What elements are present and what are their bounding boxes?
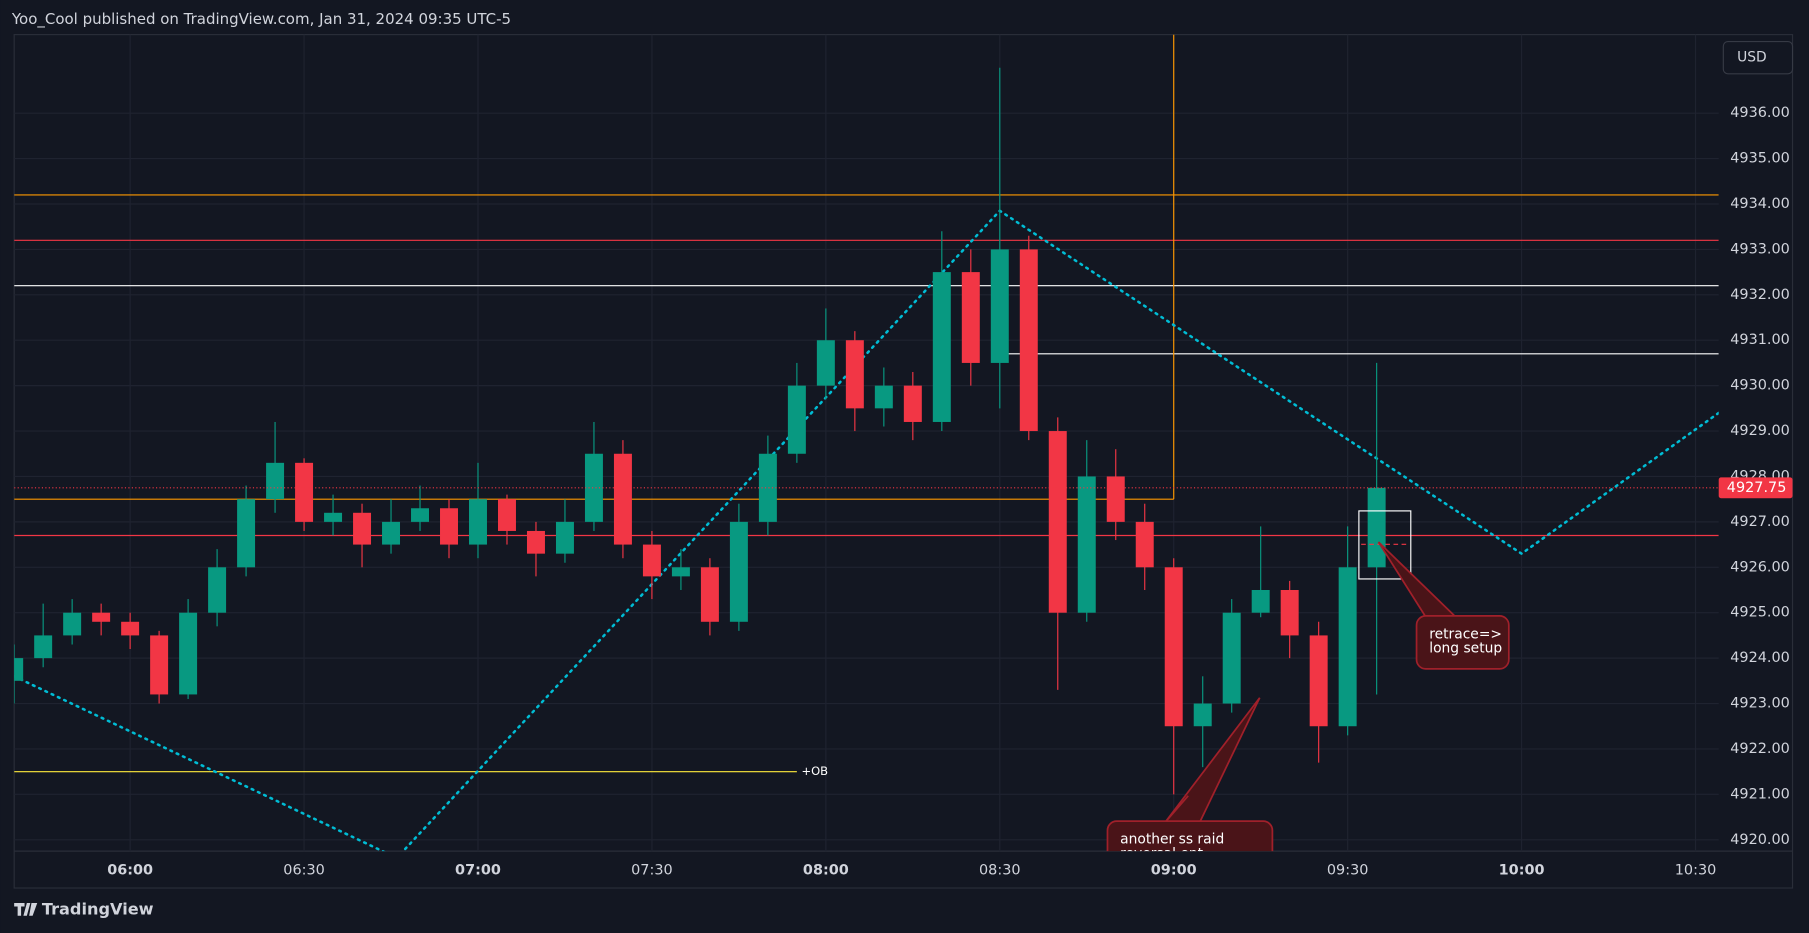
candle-body <box>63 612 82 636</box>
candle-body <box>266 462 285 500</box>
candle-body <box>1309 635 1328 727</box>
y-tick-label: 4923.00 <box>1730 696 1790 712</box>
candle-body <box>497 499 516 531</box>
candle-body <box>1106 476 1125 522</box>
y-tick-label: 4924.00 <box>1730 650 1790 666</box>
callout-text: retrace=> <box>1429 626 1502 642</box>
callout-text: long setup <box>1429 641 1502 657</box>
candle-body <box>440 508 458 545</box>
y-tick-label: 4936.00 <box>1730 105 1790 121</box>
candle-body <box>1280 589 1299 636</box>
y-tick-label: 4934.00 <box>1730 196 1790 212</box>
candle-body <box>1367 487 1386 568</box>
x-tick-label: 07:00 <box>455 863 501 879</box>
y-tick-label: 4933.00 <box>1730 241 1790 257</box>
candle-body <box>990 249 1009 363</box>
candle-body <box>671 567 690 577</box>
x-tick-label: 06:00 <box>107 863 153 879</box>
candle-body <box>700 567 719 622</box>
candle-body <box>1077 476 1096 613</box>
x-tick-label: 06:30 <box>283 863 325 879</box>
candle-body <box>932 272 951 422</box>
candle-body <box>729 521 748 622</box>
x-tick-label: 09:00 <box>1151 863 1197 879</box>
setup-box <box>1358 510 1412 580</box>
y-tick-label: 4929.00 <box>1730 423 1790 439</box>
y-tick-label: 4920.00 <box>1730 832 1790 848</box>
level-label: +OB <box>801 764 828 778</box>
candle-body <box>179 612 198 695</box>
candle-body <box>1048 431 1067 613</box>
y-tick-label: 4935.00 <box>1730 151 1790 167</box>
candle-body <box>642 544 661 577</box>
candle-body <box>526 530 545 554</box>
x-tick-label: 09:30 <box>1327 863 1369 879</box>
tv-logo <box>14 903 38 916</box>
y-tick-label: 4930.00 <box>1730 378 1790 394</box>
axes: 4920.00 4921.00 4922.00 4923.00 4924.00 4925.… <box>107 105 1793 879</box>
candle-body <box>469 499 487 545</box>
callout-box <box>1106 820 1274 852</box>
candle-body <box>237 499 256 568</box>
candle-body <box>1164 567 1183 727</box>
candle-body <box>613 453 632 545</box>
candle-body <box>353 512 372 545</box>
plot-area: +OB another ss raidreversal ent retrace=>l… <box>14 34 1719 862</box>
candle-body <box>121 621 140 636</box>
candle-body <box>14 658 24 681</box>
currency-button[interactable] <box>1722 40 1794 75</box>
candle-body <box>903 385 922 422</box>
candle-body <box>1193 703 1212 727</box>
candle-body <box>1338 567 1357 727</box>
callout-text: another ss raid <box>1120 832 1224 848</box>
candle-body <box>295 462 314 522</box>
candle-body <box>324 512 343 522</box>
chart-frame <box>13 34 1794 889</box>
last-price-label: 4927.75 <box>1727 480 1787 496</box>
x-tick-label: 10:30 <box>1675 863 1717 879</box>
candle-body <box>961 272 980 363</box>
callout-text: reversal ent <box>1120 846 1203 862</box>
x-tick-label: 08:00 <box>803 863 849 879</box>
candle-body <box>34 635 53 659</box>
candle-body <box>208 567 227 613</box>
x-tick-label: 08:30 <box>979 863 1021 879</box>
footer-brand: TradingView <box>42 899 154 918</box>
y-tick-label: 4932.00 <box>1730 287 1790 303</box>
x-tick-label: 10:00 <box>1499 863 1545 879</box>
candle-body <box>1222 612 1241 704</box>
candle-body <box>874 385 893 409</box>
candle-body <box>787 385 806 454</box>
header-text: Yoo_Cool published on TradingView.com, J… <box>11 10 511 29</box>
y-tick-label: 4926.00 <box>1730 559 1790 575</box>
candle-body <box>758 453 777 522</box>
candle-body <box>150 635 169 695</box>
candle-body <box>411 508 430 522</box>
candle-body <box>382 521 401 545</box>
candle-body <box>816 340 835 386</box>
candle-body <box>584 453 603 522</box>
candle-body <box>1251 589 1270 613</box>
candle-body <box>1135 521 1154 568</box>
currency-label[interactable]: USD <box>1737 50 1767 66</box>
candle-body <box>555 521 574 554</box>
callout-box <box>1415 614 1510 670</box>
y-tick-label: 4922.00 <box>1730 741 1790 757</box>
x-tick-label: 07:30 <box>631 863 673 879</box>
candle-body <box>92 612 111 622</box>
y-tick-label: 4925.00 <box>1730 605 1790 621</box>
last-price-tag <box>1718 477 1793 499</box>
candle-body <box>1019 249 1038 432</box>
y-tick-label: 4931.00 <box>1730 332 1790 348</box>
y-tick-label: 4927.00 <box>1730 514 1790 530</box>
y-tick-label: 4921.00 <box>1730 786 1790 802</box>
candle-body <box>845 340 864 409</box>
